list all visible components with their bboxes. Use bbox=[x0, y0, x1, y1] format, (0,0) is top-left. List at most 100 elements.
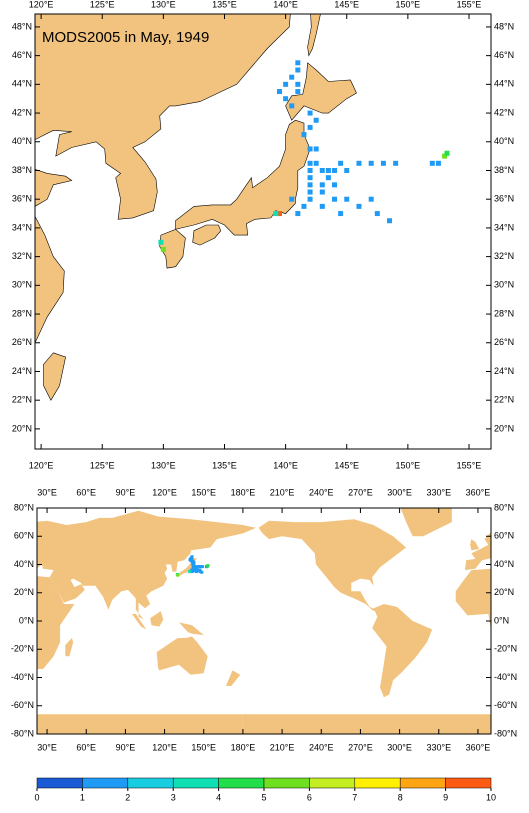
x-tick-label: 30°E bbox=[37, 487, 57, 497]
land bbox=[37, 714, 243, 734]
y-tick-label: 38°N bbox=[494, 165, 514, 175]
observation bbox=[189, 559, 193, 563]
observation bbox=[307, 167, 313, 173]
y-tick-label: 30°N bbox=[12, 280, 32, 290]
observation bbox=[325, 175, 331, 181]
colorbar-segment bbox=[263, 777, 310, 789]
observation bbox=[283, 81, 289, 87]
x-tick-label: 240°E bbox=[309, 742, 334, 752]
observation bbox=[307, 182, 313, 188]
y-tick-label: 20°N bbox=[14, 587, 34, 597]
observation bbox=[387, 218, 393, 224]
colorbar-label: 9 bbox=[443, 792, 448, 802]
land bbox=[35, 14, 291, 220]
colorbar-label: 4 bbox=[216, 792, 221, 802]
y-tick-label: 46°N bbox=[494, 50, 514, 60]
observation bbox=[338, 160, 344, 166]
observation bbox=[289, 74, 295, 80]
observation bbox=[307, 160, 313, 166]
observation bbox=[188, 570, 192, 574]
land bbox=[178, 622, 204, 636]
y-tick-label: 24°N bbox=[12, 366, 32, 376]
y-tick-label: 20°N bbox=[494, 423, 514, 433]
observation bbox=[442, 153, 448, 159]
colorbar-label: 6 bbox=[307, 792, 312, 802]
x-tick-label: 180°E bbox=[231, 742, 256, 752]
land bbox=[285, 62, 357, 121]
x-tick-label: 145°E bbox=[334, 0, 359, 9]
observation bbox=[200, 565, 204, 569]
observation bbox=[307, 189, 313, 195]
observation bbox=[356, 160, 362, 166]
observation bbox=[295, 67, 301, 73]
land bbox=[307, 14, 321, 57]
colorbar-label: 1 bbox=[80, 792, 85, 802]
land bbox=[156, 636, 208, 675]
map-title: MODS2005 in May, 1949 bbox=[42, 29, 209, 46]
observation bbox=[319, 182, 325, 188]
y-tick-label: 32°N bbox=[494, 251, 514, 261]
x-tick-label: 360°E bbox=[466, 487, 491, 497]
observation bbox=[444, 150, 450, 156]
x-tick-label: 155°E bbox=[457, 460, 482, 470]
colorbar-label: 3 bbox=[171, 792, 176, 802]
colorbar-label: 7 bbox=[352, 792, 357, 802]
y-tick-label: 0°N bbox=[494, 615, 509, 625]
colorbar-segment bbox=[82, 777, 129, 789]
observation bbox=[206, 564, 210, 568]
y-tick-label: 48°N bbox=[494, 21, 514, 31]
land bbox=[455, 568, 491, 630]
observation bbox=[319, 203, 325, 209]
land bbox=[192, 224, 222, 246]
land bbox=[37, 576, 75, 669]
y-tick-label: 44°N bbox=[494, 79, 514, 89]
colorbar-label: 2 bbox=[125, 792, 130, 802]
observation bbox=[176, 573, 180, 577]
y-tick-label: 80°N bbox=[494, 502, 514, 512]
y-tick-label: 26°N bbox=[12, 337, 32, 347]
x-tick-label: 135°E bbox=[212, 0, 237, 9]
land bbox=[35, 216, 65, 344]
x-tick-label: 270°E bbox=[348, 487, 373, 497]
observation bbox=[344, 167, 350, 173]
observation bbox=[307, 175, 313, 181]
y-tick-label: 60°N bbox=[14, 531, 34, 541]
x-tick-label: 150°E bbox=[191, 742, 216, 752]
observation bbox=[338, 211, 344, 217]
y-tick-label: 0°N bbox=[19, 615, 34, 625]
colorbar-label: 8 bbox=[398, 792, 403, 802]
observation bbox=[301, 132, 307, 138]
y-tick-label: 38°N bbox=[12, 165, 32, 175]
observation bbox=[289, 196, 295, 202]
y-tick-label: 28°N bbox=[12, 308, 32, 318]
observation bbox=[332, 196, 338, 202]
observation bbox=[160, 246, 166, 252]
observation bbox=[295, 81, 301, 87]
observation bbox=[273, 211, 279, 217]
observation bbox=[344, 196, 350, 202]
land bbox=[258, 519, 407, 612]
land bbox=[400, 508, 452, 537]
observation bbox=[313, 160, 319, 166]
x-tick-label: 60°E bbox=[76, 742, 96, 752]
observation bbox=[356, 203, 362, 209]
y-tick-label: 60°N bbox=[494, 531, 514, 541]
y-tick-label: -20°N bbox=[494, 644, 517, 654]
observation bbox=[393, 160, 399, 166]
y-tick-label: 40°N bbox=[494, 136, 514, 146]
global-map bbox=[37, 508, 491, 734]
y-tick-label: 34°N bbox=[12, 222, 32, 232]
observation bbox=[429, 160, 435, 166]
y-tick-label: 20°N bbox=[494, 587, 514, 597]
y-tick-label: -40°N bbox=[11, 672, 34, 682]
x-tick-label: 140°E bbox=[273, 0, 298, 9]
x-tick-label: 150°E bbox=[396, 0, 421, 9]
y-tick-label: 80°N bbox=[14, 502, 34, 512]
colorbar-segment bbox=[36, 777, 83, 789]
y-tick-label: 26°N bbox=[494, 337, 514, 347]
x-tick-label: 90°E bbox=[116, 742, 136, 752]
observation bbox=[295, 211, 301, 217]
land bbox=[372, 604, 433, 698]
observation bbox=[313, 117, 319, 123]
